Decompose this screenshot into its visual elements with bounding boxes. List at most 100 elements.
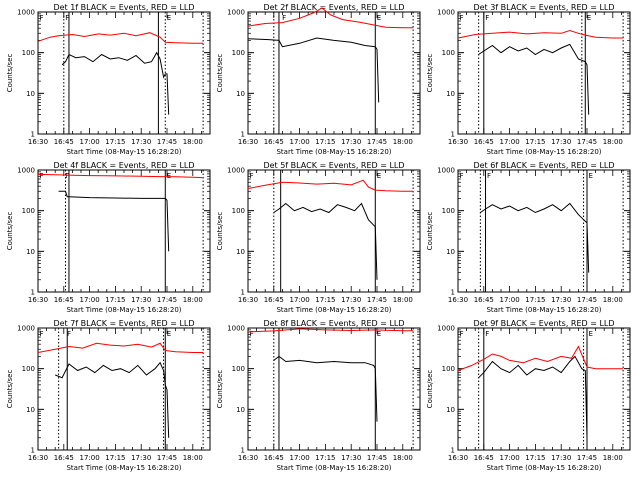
x-tick-label: 18:00 xyxy=(603,454,623,462)
x-tick-label: 17:00 xyxy=(290,296,310,304)
x-tick-label: 17:30 xyxy=(341,296,361,304)
x-tick-label: 17:15 xyxy=(525,296,545,304)
y-tick-label: 1000 xyxy=(227,325,245,333)
x-tick-label: 17:00 xyxy=(80,296,100,304)
y-tick-label: 1000 xyxy=(17,9,35,17)
events-series-line xyxy=(273,355,378,422)
x-tick-label: 16:30 xyxy=(448,454,468,462)
flag-label: F xyxy=(65,14,69,22)
events-series-line xyxy=(478,355,588,438)
y-tick-label: 1000 xyxy=(17,167,35,175)
y-tick-label: 100 xyxy=(22,49,35,57)
y-axis-label: Counts/sec xyxy=(6,370,14,409)
panel: Det 5f BLACK = Events, RED = LLD Counts/s… xyxy=(216,161,421,314)
x-tick-label: 17:45 xyxy=(157,454,177,462)
x-tick-label: 17:45 xyxy=(577,138,597,146)
x-axis-label: Start Time (08-May-15 16:28:20) xyxy=(66,148,181,156)
lld-series-line xyxy=(247,328,414,333)
x-axis-label: Start Time (08-May-15 16:28:20) xyxy=(486,306,601,314)
y-tick-label: 100 xyxy=(442,365,455,373)
flag-label: F xyxy=(40,14,44,22)
flag-label: F xyxy=(67,330,71,338)
flag-label: E xyxy=(589,330,593,338)
x-tick-label: 17:30 xyxy=(341,138,361,146)
flag-label: F xyxy=(460,14,464,22)
y-tick-label: 10 xyxy=(446,90,455,98)
lld-series-line xyxy=(247,179,414,192)
x-tick-label: 17:00 xyxy=(290,138,310,146)
x-axis-label: Start Time (08-May-15 16:28:20) xyxy=(66,464,181,472)
x-tick-label: 17:30 xyxy=(131,296,151,304)
x-tick-label: 16:30 xyxy=(238,454,258,462)
events-series-line xyxy=(273,202,378,280)
y-tick-label: 1 xyxy=(241,289,245,297)
panel: Det 6f BLACK = Events, RED = LLD Counts/s… xyxy=(426,161,631,314)
y-axis-label: Counts/sec xyxy=(216,370,224,409)
x-tick-label: 17:30 xyxy=(551,138,571,146)
y-tick-label: 1 xyxy=(451,131,455,139)
x-tick-label: 17:15 xyxy=(105,138,125,146)
x-tick-label: 17:00 xyxy=(80,138,100,146)
x-tick-label: 16:30 xyxy=(238,138,258,146)
y-axis-label: Counts/sec xyxy=(426,370,434,409)
x-tick-label: 16:45 xyxy=(54,454,74,462)
x-tick-label: 16:45 xyxy=(474,138,494,146)
panel: Det 7f BLACK = Events, RED = LLD Counts/s… xyxy=(6,319,211,472)
events-series-line xyxy=(61,51,170,115)
y-tick-label: 1000 xyxy=(227,167,245,175)
panel-title: Det 8f BLACK = Events, RED = LLD xyxy=(263,319,404,328)
y-tick-label: 1 xyxy=(241,131,245,139)
y-tick-label: 100 xyxy=(232,49,245,57)
panel: Det 1f BLACK = Events, RED = LLD Counts/s… xyxy=(6,3,211,156)
flag-label: E xyxy=(167,14,171,22)
x-tick-label: 16:30 xyxy=(28,138,48,146)
y-tick-label: 1000 xyxy=(17,325,35,333)
x-tick-label: 17:15 xyxy=(525,454,545,462)
x-tick-label: 18:00 xyxy=(183,138,203,146)
plot-frame xyxy=(37,169,211,293)
flag-label: F xyxy=(485,14,489,22)
x-tick-label: 17:45 xyxy=(367,454,387,462)
x-tick-label: 18:00 xyxy=(183,296,203,304)
y-tick-label: 10 xyxy=(26,90,35,98)
panel-title: Det 9f BLACK = Events, RED = LLD xyxy=(473,319,614,328)
x-tick-label: 17:45 xyxy=(157,138,177,146)
x-tick-label: 17:00 xyxy=(80,454,100,462)
lld-series-line xyxy=(457,29,624,39)
panel: Det 8f BLACK = Events, RED = LLD Counts/s… xyxy=(216,319,421,472)
y-axis-label: Counts/sec xyxy=(426,54,434,93)
x-tick-label: 16:30 xyxy=(28,454,48,462)
x-axis-label: Start Time (08-May-15 16:28:20) xyxy=(486,148,601,156)
panel-title: Det 3f BLACK = Events, RED = LLD xyxy=(473,3,614,12)
y-tick-label: 10 xyxy=(446,406,455,414)
x-tick-label: 18:00 xyxy=(393,296,413,304)
lld-series-line xyxy=(37,32,204,44)
y-tick-label: 1000 xyxy=(437,325,455,333)
flag-label: F xyxy=(40,330,44,338)
panel-title: Det 1f BLACK = Events, RED = LLD xyxy=(53,3,194,12)
x-tick-label: 18:00 xyxy=(183,454,203,462)
x-tick-label: 16:30 xyxy=(448,138,468,146)
y-tick-label: 1 xyxy=(241,447,245,455)
lld-series-line xyxy=(37,342,204,353)
y-tick-label: 1 xyxy=(31,447,35,455)
panel: Det 9f BLACK = Events, RED = LLD Counts/s… xyxy=(426,319,631,472)
x-tick-label: 18:00 xyxy=(603,138,623,146)
x-tick-label: 16:45 xyxy=(264,138,284,146)
y-tick-label: 100 xyxy=(232,365,245,373)
x-tick-label: 17:15 xyxy=(105,454,125,462)
x-tick-label: 18:00 xyxy=(603,296,623,304)
flag-label: E xyxy=(589,172,593,180)
x-tick-label: 17:45 xyxy=(367,296,387,304)
y-tick-label: 1000 xyxy=(227,9,245,17)
flag-label: F xyxy=(40,172,44,180)
y-tick-label: 10 xyxy=(446,248,455,256)
events-series-line xyxy=(58,190,170,252)
y-axis-label: Counts/sec xyxy=(216,212,224,251)
flag-label: F xyxy=(250,172,254,180)
x-tick-label: 16:30 xyxy=(238,296,258,304)
flag-label: E xyxy=(167,172,171,180)
x-tick-label: 16:45 xyxy=(264,296,284,304)
lld-series-line xyxy=(457,345,624,371)
x-axis-label: Start Time (08-May-15 16:28:20) xyxy=(276,306,391,314)
